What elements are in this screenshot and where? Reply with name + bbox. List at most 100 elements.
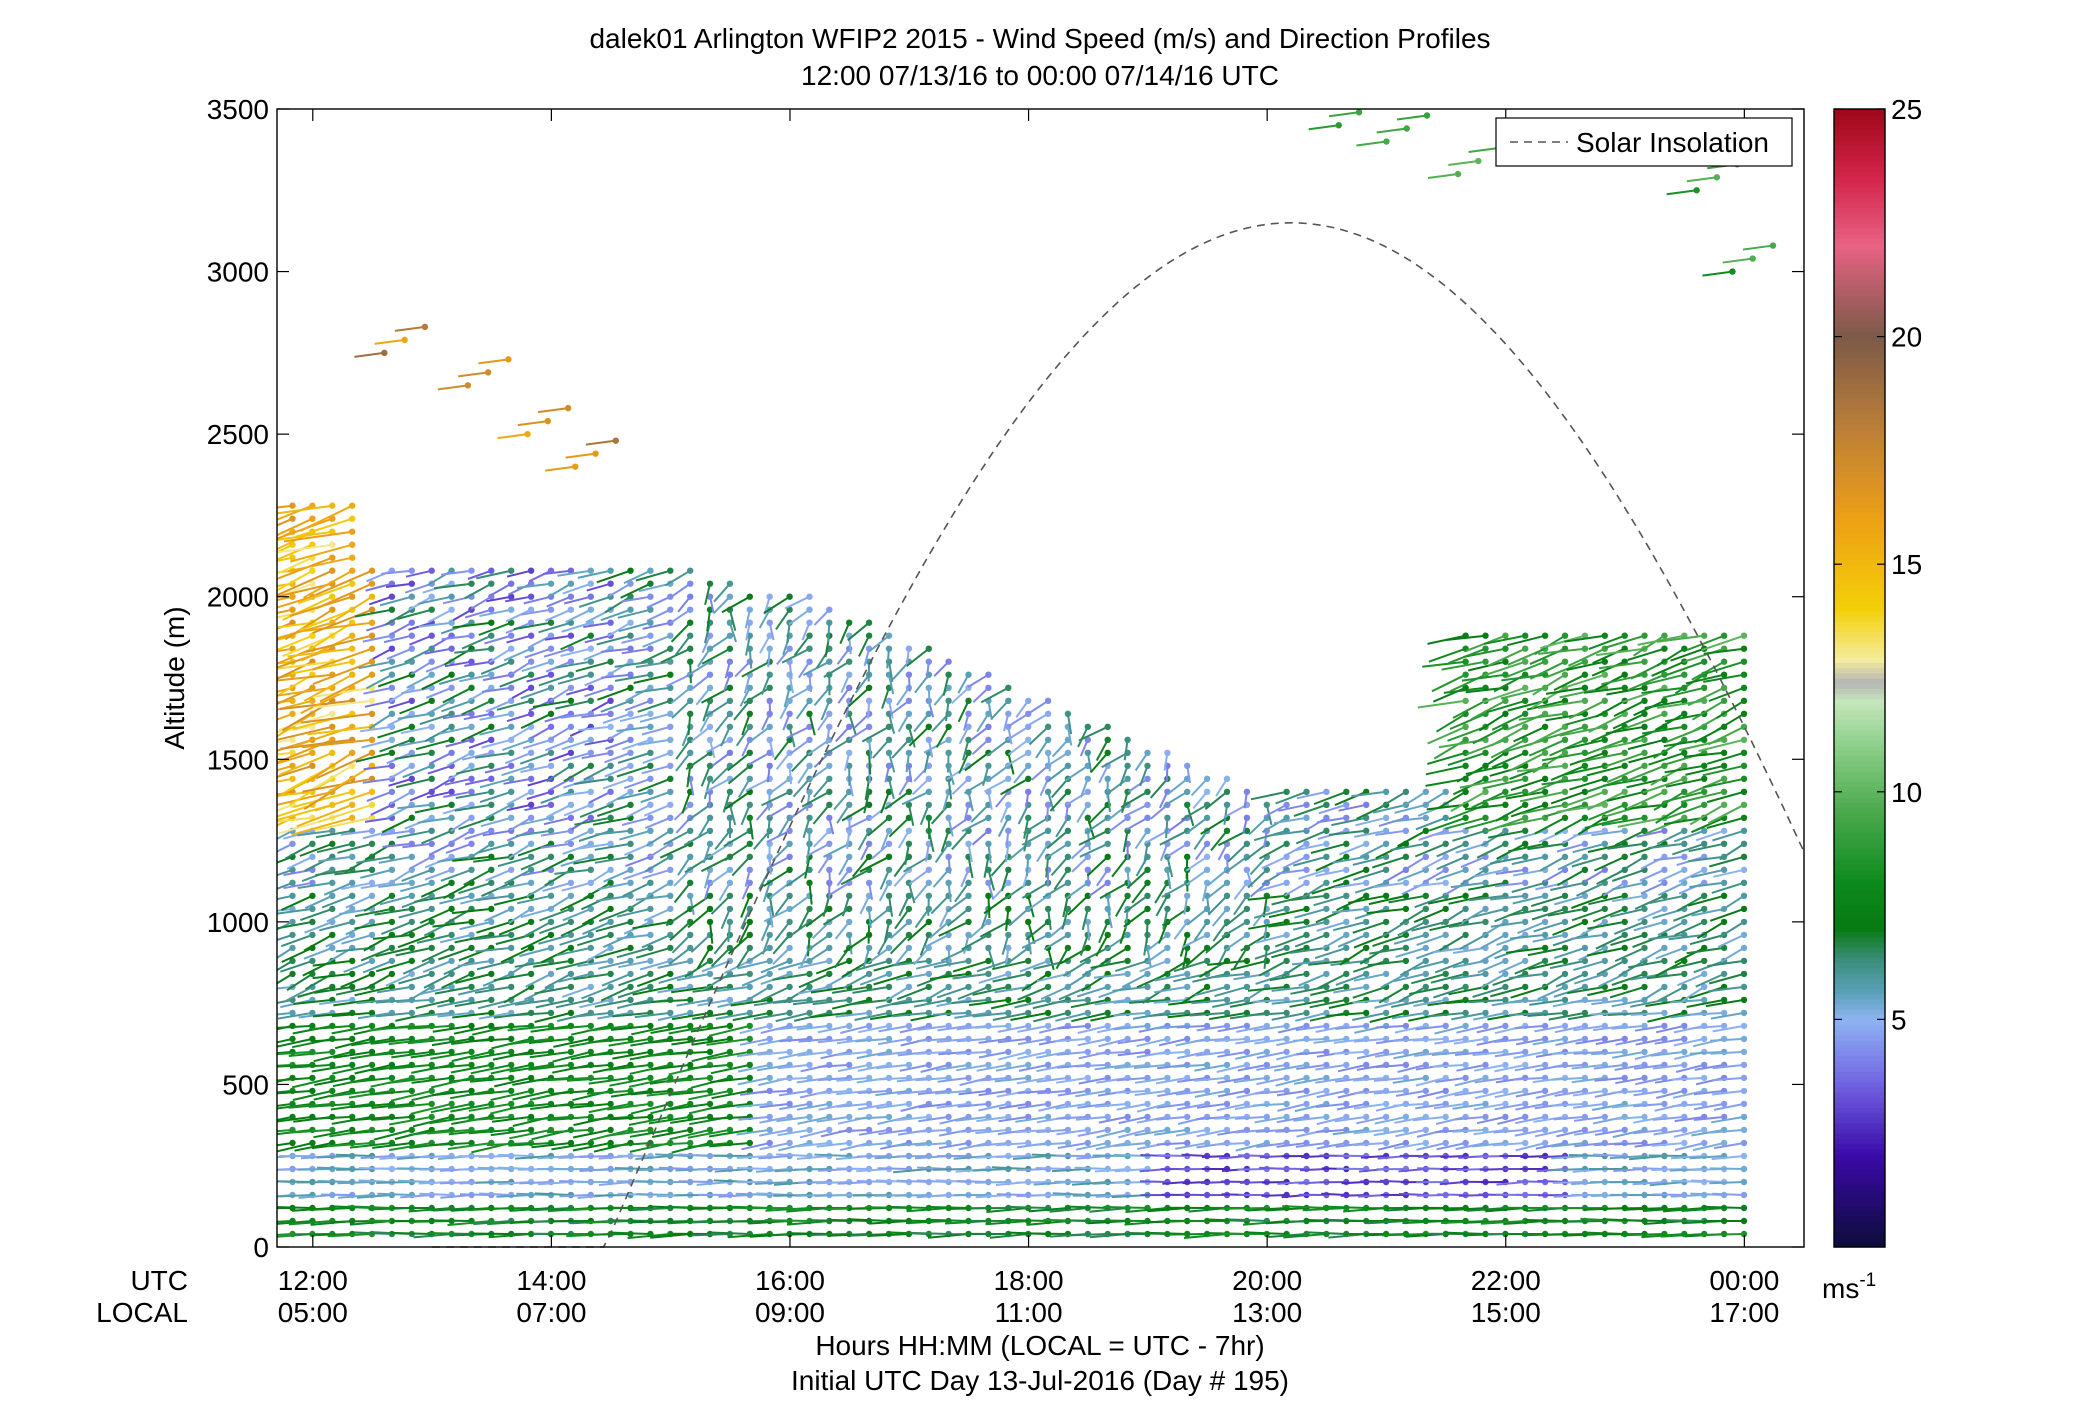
wind-barb-shaft — [524, 647, 552, 659]
wind-barb-head — [925, 866, 932, 873]
wind-barb-head — [706, 840, 714, 847]
wind-barb-shaft — [1026, 894, 1049, 912]
wind-barb-head — [1223, 801, 1231, 808]
wind-barb-shaft — [473, 1220, 512, 1226]
wind-barb-head — [448, 788, 455, 795]
wind-barb-shaft — [312, 959, 353, 967]
wind-barb-shaft — [703, 778, 711, 800]
wind-barb-shaft — [1021, 973, 1049, 992]
wind-barb-head — [766, 736, 773, 743]
wind-barb-head — [488, 905, 495, 913]
wind-barb-head — [289, 918, 296, 926]
wind-barb-head — [806, 606, 813, 613]
wind-barb-shaft — [310, 1115, 353, 1120]
wind-barb-shaft — [951, 998, 989, 1005]
wind-barb-head — [329, 931, 336, 939]
wind-barb-shaft — [383, 634, 413, 644]
wind-barb-shaft — [768, 895, 775, 917]
wind-barb-head — [846, 996, 853, 1004]
wind-barb-head — [627, 788, 634, 795]
wind-barb-shaft — [805, 947, 830, 964]
wind-barb-head — [925, 1061, 932, 1069]
wind-barb-shaft — [812, 778, 831, 798]
wind-barb-shaft — [642, 621, 671, 630]
wind-barb-shaft — [289, 543, 353, 563]
wind-barb-shaft — [913, 713, 930, 733]
wind-barb-head — [1263, 801, 1271, 808]
wind-barb-shaft — [646, 608, 671, 622]
wind-barb-head — [547, 1022, 555, 1030]
wind-barb-shaft — [797, 959, 830, 969]
wind-barb-shaft — [1071, 856, 1089, 873]
wind-barb-head — [1144, 905, 1151, 913]
wind-barb-head — [1184, 762, 1191, 769]
wind-barb-head — [985, 1061, 992, 1069]
wind-barb-head — [1303, 931, 1310, 939]
wind-barb-head — [468, 814, 475, 821]
wind-barb-shaft — [581, 908, 612, 926]
wind-barb-head — [1164, 931, 1171, 939]
wind-barb-head — [607, 957, 614, 965]
wind-barb-head — [885, 866, 893, 873]
wind-barb-shaft — [705, 777, 731, 793]
wind-barb-head — [1064, 866, 1072, 873]
wind-barb-shaft — [607, 1102, 651, 1111]
wind-barb-head — [925, 710, 932, 717]
wind-barb-shaft — [888, 778, 895, 800]
wind-barb-shaft — [349, 1076, 393, 1084]
wind-barb-shaft — [919, 804, 930, 826]
wind-barb-shaft — [410, 1050, 452, 1059]
wind-barb-head — [1124, 866, 1131, 873]
wind-barb-head — [945, 1139, 952, 1147]
wind-barb-shaft — [511, 686, 532, 699]
wind-barb-head — [1184, 983, 1191, 991]
wind-barb-shaft — [736, 947, 751, 969]
wind-barb-head — [488, 619, 495, 626]
wind-barb-head — [806, 1061, 813, 1069]
wind-barb-shaft — [457, 985, 492, 996]
wind-barb-shaft — [651, 998, 691, 1003]
wind-barb-head — [428, 970, 435, 978]
wind-barb-head — [667, 567, 674, 574]
wind-barb-shaft — [557, 673, 592, 685]
wind-barb-head — [368, 749, 376, 756]
wind-barb-head — [1044, 749, 1052, 756]
wind-barb-shaft — [784, 595, 810, 610]
wind-barb-head — [1283, 1074, 1290, 1082]
wind-barb-head — [1144, 749, 1151, 756]
wind-barb-shaft — [616, 764, 651, 778]
wind-barb-shaft — [473, 855, 512, 863]
wind-barb-shaft — [845, 816, 870, 831]
wind-barb-shaft — [902, 855, 930, 873]
wind-barb-head — [329, 606, 336, 613]
wind-barb-shaft — [363, 894, 393, 912]
wind-barb-head — [806, 710, 813, 717]
wind-barb-shaft — [812, 998, 850, 1006]
wind-barb-shaft — [286, 855, 313, 870]
wind-barb-shaft — [384, 608, 413, 626]
wind-barb-head — [289, 606, 296, 613]
wind-barb-shaft — [533, 959, 572, 968]
wind-barb-shaft — [374, 907, 412, 916]
wind-barb-shaft — [526, 673, 552, 683]
wind-barb-shaft — [939, 1115, 969, 1125]
wind-barb-head — [846, 1022, 853, 1030]
wind-barbs — [277, 109, 1777, 1240]
wind-barb-head — [925, 658, 932, 665]
wind-barb-head — [527, 840, 535, 847]
wind-barb-shaft — [896, 1076, 929, 1083]
wind-barb-shaft — [467, 1115, 512, 1122]
wind-barb-head — [547, 645, 555, 652]
wind-barb-head — [587, 606, 594, 613]
wind-barb-head — [1323, 801, 1330, 808]
wind-barb-head — [726, 918, 734, 926]
wind-barb-head — [826, 788, 833, 795]
wind-barb-head — [567, 944, 575, 952]
wind-barb-shaft — [284, 842, 313, 860]
wind-barb-shaft — [429, 751, 453, 765]
wind-barb-head — [627, 827, 634, 834]
wind-barb-head — [388, 892, 396, 899]
wind-barb-shaft — [969, 921, 990, 939]
wind-barb-head — [687, 710, 694, 717]
wind-barb-shaft — [629, 1128, 671, 1138]
